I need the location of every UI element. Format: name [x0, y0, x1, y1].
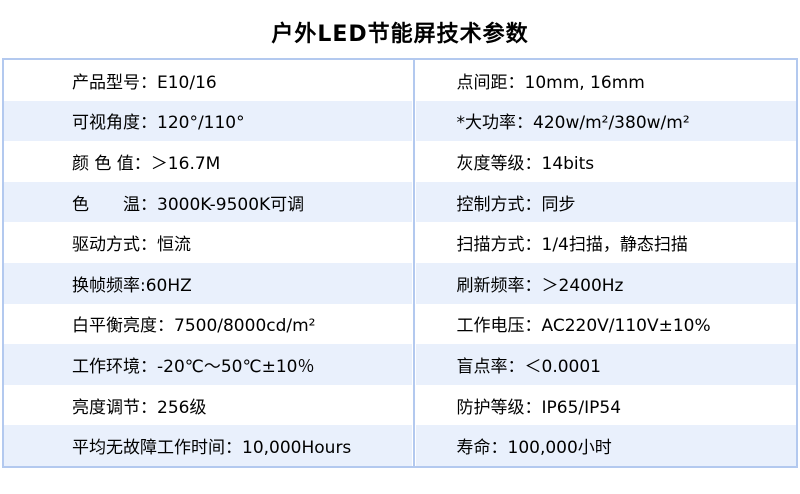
spec-cell-right: 点间距：10mm, 16mm: [456, 72, 645, 93]
spec-table: 产品型号：E10/16 点间距：10mm, 16mm 可视角度：120°/110…: [2, 58, 798, 468]
spec-cell-left: 亮度调节：256级: [72, 397, 207, 418]
column-divider: [411, 222, 416, 263]
spec-cell-right: 控制方式：同步: [456, 194, 576, 215]
column-divider: [411, 262, 416, 304]
table-row: 驱动方式：恒流 扫描方式：1/4扫描，静态扫描: [4, 222, 796, 263]
column-divider: [411, 303, 416, 345]
spec-cell-right: 刷新频率：＞2400Hz: [456, 275, 624, 296]
table-row: 白平衡亮度：7500/8000cd/m² 工作电压：AC220V/110V±10…: [4, 303, 796, 345]
spec-cell-left: 色 温：3000K-9500K可调: [72, 194, 305, 215]
spec-cell-right: 防护等级：IP65/IP54: [456, 397, 622, 418]
spec-cell-right: 盲点率：＜0.0001: [456, 356, 601, 377]
page-title: 户外LED节能屏技术参数: [271, 22, 529, 47]
spec-cell-left: 产品型号：E10/16: [72, 72, 217, 93]
spec-cell-right: *大功率：420w/m²/380w/m²: [456, 113, 690, 134]
spec-cell-left: 驱动方式：恒流: [72, 235, 191, 256]
table-row: 工作环境：-20℃～50℃±10％ 盲点率：＜0.0001: [4, 344, 796, 385]
spec-cell-left: 白平衡亮度：7500/8000cd/m²: [72, 316, 316, 337]
column-divider: [411, 141, 416, 182]
column-divider: [411, 60, 416, 101]
table-row: 亮度调节：256级 防护等级：IP65/IP54: [4, 384, 796, 426]
table-row: 产品型号：E10/16 点间距：10mm, 16mm: [4, 60, 796, 101]
spec-cell-right: 寿命：100,000小时: [456, 438, 612, 459]
spec-cell-left: 平均无故障工作时间：10,000Hours: [72, 438, 352, 459]
column-divider: [411, 100, 416, 142]
table-row: 可视角度：120°/110° *大功率：420w/m²/380w/m²: [4, 100, 796, 142]
table-row: 换帧频率:60HZ 刷新频率：＞2400Hz: [4, 262, 796, 304]
spec-cell-left: 可视角度：120°/110°: [72, 113, 245, 134]
spec-cell-right: 工作电压：AC220V/110V±10%: [456, 316, 711, 337]
table-row: 平均无故障工作时间：10,000Hours 寿命：100,000小时: [4, 425, 796, 466]
column-divider: [411, 344, 416, 385]
table-row: 颜 色 值：＞16.7M 灰度等级：14bits: [4, 141, 796, 182]
column-divider: [411, 181, 416, 223]
spec-cell-left: 颜 色 值：＞16.7M: [72, 153, 221, 174]
spec-cell-left: 工作环境：-20℃～50℃±10％: [72, 356, 315, 377]
spec-cell-right: 灰度等级：14bits: [456, 153, 595, 174]
spec-cell-right: 扫描方式：1/4扫描，静态扫描: [456, 235, 688, 256]
table-row: 色 温：3000K-9500K可调 控制方式：同步: [4, 181, 796, 223]
column-divider: [411, 425, 416, 466]
column-divider: [411, 384, 416, 426]
spec-cell-left: 换帧频率:60HZ: [72, 275, 192, 296]
